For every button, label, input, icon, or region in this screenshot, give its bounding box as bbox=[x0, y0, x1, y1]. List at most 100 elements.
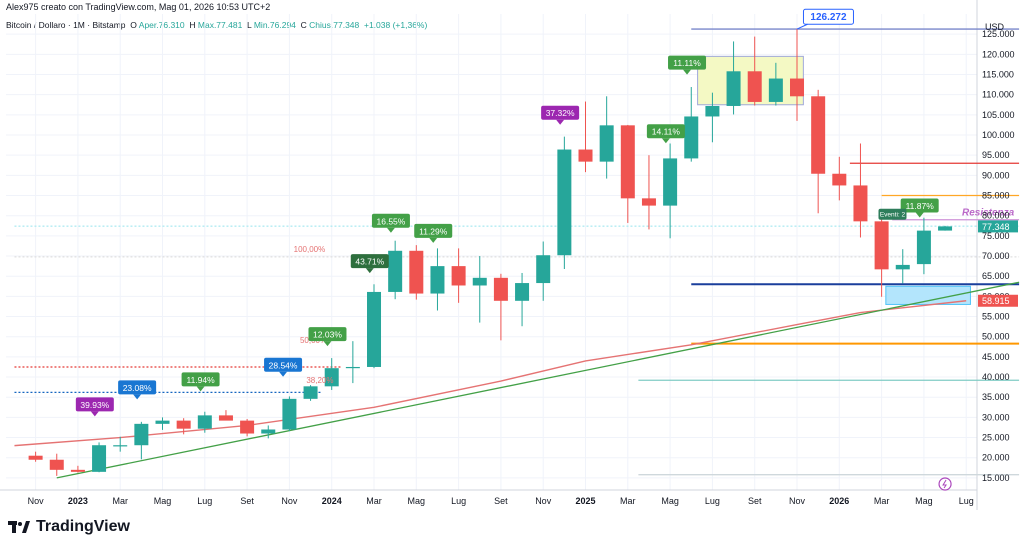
candle-body bbox=[938, 226, 953, 231]
candle bbox=[705, 92, 720, 143]
percent-annotation-bg bbox=[668, 55, 707, 70]
y-tick-label: 35.000 bbox=[982, 392, 1010, 402]
percent-annotation-bg bbox=[75, 397, 114, 412]
percent-annotation-text: 43.71% bbox=[355, 257, 384, 267]
candle bbox=[430, 248, 445, 311]
candle bbox=[663, 143, 678, 239]
x-tick-label: 2024 bbox=[322, 496, 342, 506]
y-tick-label: 70.000 bbox=[982, 251, 1010, 261]
x-tick-label: Nov bbox=[281, 496, 298, 506]
candle bbox=[832, 156, 847, 201]
candle bbox=[515, 272, 530, 327]
candle-body bbox=[472, 277, 487, 286]
percent-annotation: 39.93% bbox=[75, 397, 114, 417]
candle bbox=[874, 218, 889, 297]
candle-body bbox=[430, 266, 445, 294]
candle bbox=[155, 417, 170, 430]
symbol-name: Bitcoin / Dollaro · 1M · Bitstamp bbox=[6, 20, 126, 30]
event-lightning-icon bbox=[938, 477, 952, 491]
candle bbox=[747, 36, 762, 106]
candle-body bbox=[641, 198, 656, 206]
x-tick-label: Lug bbox=[705, 496, 720, 506]
y-tick-label: 30.000 bbox=[982, 412, 1010, 422]
percent-annotation: 23.08% bbox=[118, 380, 157, 400]
author-line: Alex975 creato con TradingView.com, Mag … bbox=[6, 2, 271, 12]
candle bbox=[49, 453, 64, 476]
x-tick-label: 2026 bbox=[829, 496, 849, 506]
percent-annotation-pointer bbox=[133, 394, 142, 400]
candle-body bbox=[303, 386, 318, 399]
candle-body bbox=[515, 283, 530, 301]
percent-annotation-pointer bbox=[556, 119, 565, 125]
candle-body bbox=[895, 264, 910, 270]
candle bbox=[70, 465, 85, 473]
percent-annotation-text: 28.54% bbox=[269, 360, 298, 370]
percent-annotation-pointer bbox=[279, 371, 288, 377]
candle-body bbox=[49, 459, 64, 470]
fib-level-label: 38,20% bbox=[306, 376, 333, 385]
price-tag-text: 77.348 bbox=[982, 222, 1010, 232]
close-value: Chius.77.348 bbox=[309, 20, 360, 30]
candle bbox=[218, 410, 233, 421]
x-tick-label: Mag bbox=[661, 496, 679, 506]
ath-callout: 126.272 bbox=[796, 8, 854, 30]
high-value: Max.77.481 bbox=[197, 20, 243, 30]
y-tick-label: 115.000 bbox=[982, 70, 1014, 80]
candle-body bbox=[790, 78, 805, 97]
candle bbox=[472, 256, 487, 323]
candle-body bbox=[620, 125, 635, 199]
open-label: O bbox=[130, 20, 137, 30]
tradingview-logo-text: TradingView bbox=[36, 518, 130, 535]
y-tick-label: 100.000 bbox=[982, 130, 1015, 140]
y-tick-label: 105.000 bbox=[982, 110, 1015, 120]
y-tick-label: 120.000 bbox=[982, 49, 1015, 59]
y-tick-label: 90.000 bbox=[982, 170, 1010, 180]
candle-body bbox=[451, 266, 466, 286]
x-tick-label: Lug bbox=[959, 496, 974, 506]
percent-annotation-bg bbox=[264, 357, 303, 372]
percent-annotation-pointer bbox=[323, 341, 332, 347]
percent-annotation-pointer bbox=[683, 69, 692, 75]
candle bbox=[578, 101, 593, 173]
candle-body bbox=[155, 420, 170, 424]
candle-body bbox=[811, 96, 826, 174]
x-tick-label: Set bbox=[494, 496, 508, 506]
percent-annotation: 43.71% bbox=[350, 254, 389, 274]
percent-annotation-text: 16.55% bbox=[377, 216, 406, 226]
percent-annotation: 28.54% bbox=[264, 357, 303, 377]
currency-label: USD bbox=[985, 22, 1005, 32]
candle bbox=[367, 284, 382, 369]
x-tick-label: 2025 bbox=[575, 496, 595, 506]
high-label: H bbox=[189, 20, 196, 30]
candle-body bbox=[176, 420, 191, 429]
percent-annotation: 12.03% bbox=[308, 327, 347, 347]
y-tick-label: 65.000 bbox=[982, 271, 1010, 281]
candle bbox=[92, 442, 107, 473]
symbol-legend[interactable]: Bitcoin / Dollaro · 1M · Bitstamp O Aper… bbox=[6, 20, 427, 30]
x-tick-label: Mar bbox=[620, 496, 636, 506]
candle bbox=[388, 240, 403, 300]
candle bbox=[895, 249, 910, 284]
x-tick-label: Mag bbox=[154, 496, 172, 506]
percent-annotation-bg bbox=[308, 327, 347, 342]
low-label: L bbox=[247, 20, 252, 30]
candle-body bbox=[832, 173, 847, 186]
candle bbox=[282, 396, 297, 432]
tradingview-logo[interactable]: TradingView bbox=[8, 518, 130, 536]
x-tick-label: Set bbox=[748, 496, 762, 506]
y-tick-label: 15.000 bbox=[982, 473, 1010, 483]
candle bbox=[113, 436, 128, 452]
candle bbox=[557, 136, 572, 269]
percent-annotation: 11.29% bbox=[414, 223, 453, 243]
y-tick-label: 110.000 bbox=[982, 90, 1014, 100]
candle bbox=[790, 29, 805, 121]
y-tick-label: 40.000 bbox=[982, 372, 1010, 382]
percent-annotation-pointer bbox=[429, 237, 438, 243]
x-tick-label: Nov bbox=[535, 496, 552, 506]
y-tick-label: 75.000 bbox=[982, 231, 1010, 241]
x-tick-label: Mar bbox=[874, 496, 890, 506]
percent-annotation-pointer bbox=[365, 268, 374, 274]
ath-callout-text: 126.272 bbox=[810, 12, 847, 23]
candle bbox=[303, 385, 318, 401]
